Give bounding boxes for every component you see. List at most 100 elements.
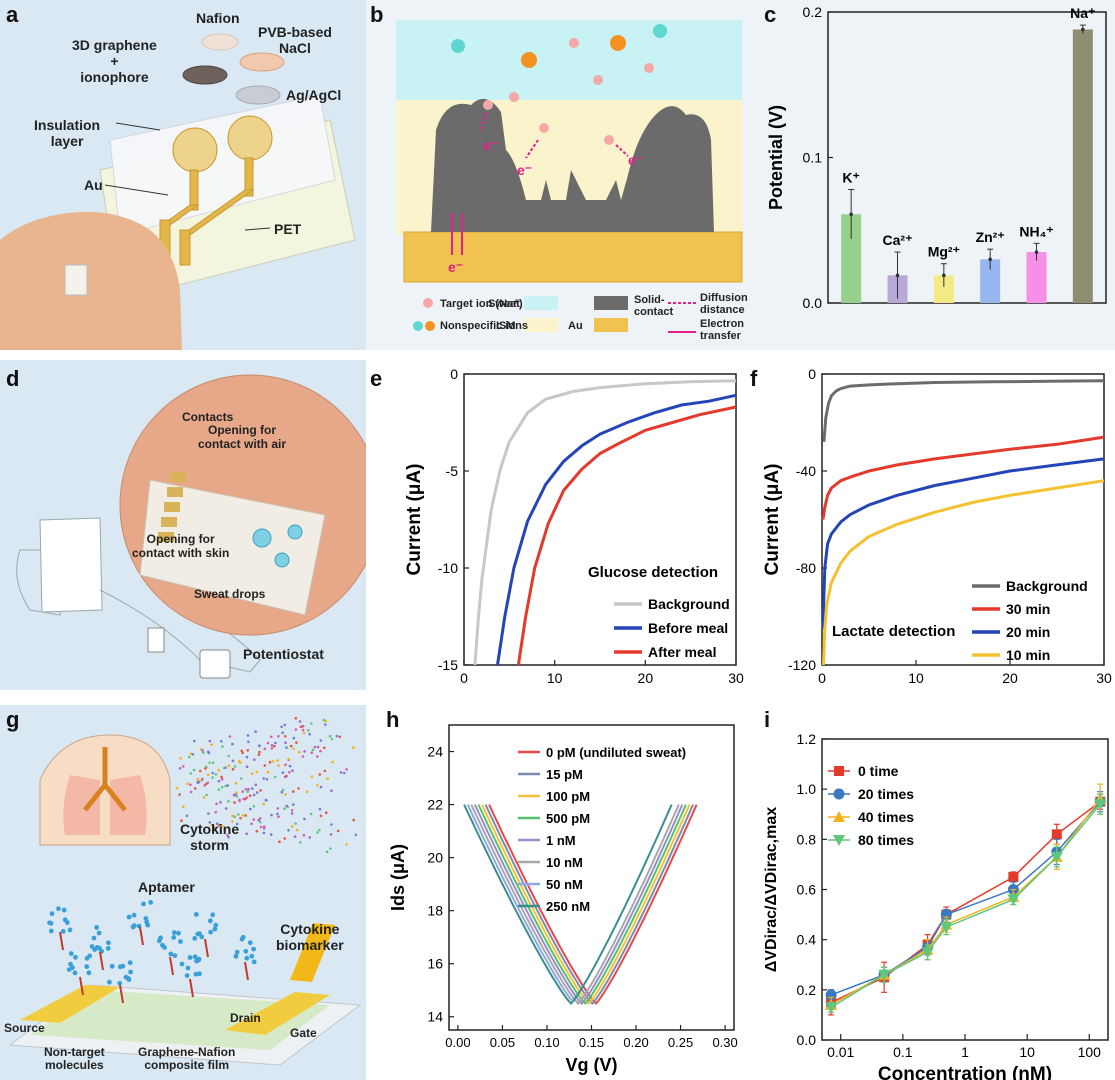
y-tick-label: 16 bbox=[427, 956, 443, 972]
panel-i: i 0.0 0.2 0.4 0.6 0.8 1.0 1.2 0.01 0.1 1 10 100 0 ti… bbox=[746, 705, 1115, 1080]
cytokine-particle bbox=[245, 765, 249, 768]
cytokine-particle bbox=[233, 815, 236, 818]
cytokine-particle bbox=[234, 781, 238, 785]
label-biomarker-line2: biomarker bbox=[276, 937, 344, 953]
cytokine-particle bbox=[299, 725, 303, 729]
data-point bbox=[849, 212, 853, 217]
patch-on-skin bbox=[64, 264, 88, 296]
label-source: Source bbox=[4, 1021, 45, 1035]
cytokine-particle bbox=[305, 790, 309, 794]
cytokine-particle bbox=[285, 774, 288, 778]
cytokine-particle bbox=[319, 814, 323, 818]
cytokine-particle bbox=[253, 758, 256, 761]
transfer-curve bbox=[470, 804, 680, 1005]
cytokine-particle bbox=[206, 781, 210, 785]
y-tick-label: 0.0 bbox=[803, 295, 823, 311]
aptamer-strand bbox=[162, 945, 167, 950]
legend-label: 50 nM bbox=[546, 877, 583, 892]
cytokine-particle bbox=[292, 790, 295, 793]
cytokine-particle bbox=[263, 747, 267, 751]
cytokine-particle bbox=[281, 771, 285, 774]
x-tick-label: 30 bbox=[1096, 670, 1112, 686]
cytokine-particle bbox=[251, 787, 254, 790]
label-nontarget-line2: molecules bbox=[44, 1058, 104, 1072]
cytokine-particle bbox=[295, 828, 299, 832]
cytokine-particle bbox=[212, 826, 216, 829]
cytokine-particle bbox=[329, 847, 332, 850]
y-tick-label: 22 bbox=[427, 797, 443, 813]
aptamer-strand bbox=[185, 965, 191, 971]
chart-annotation: Glucose detection bbox=[588, 564, 718, 581]
marker bbox=[1051, 829, 1062, 840]
cytokine-particle bbox=[277, 815, 280, 818]
label-cytokine-biomarker: Cytokine biomarker bbox=[276, 921, 344, 953]
y-tick-label: 0.1 bbox=[803, 150, 823, 166]
label-agagcl: Ag/AgCl bbox=[286, 87, 342, 103]
y-tick-label: 24 bbox=[427, 744, 443, 760]
x-tick-label: 0.00 bbox=[445, 1035, 470, 1050]
cytokine-particle bbox=[276, 807, 280, 810]
series-line bbox=[821, 457, 1105, 629]
cytokine-particle bbox=[319, 749, 322, 753]
label-aptamer: Aptamer bbox=[138, 879, 195, 895]
cytokine-particle bbox=[191, 753, 195, 756]
label-pvb-line2: NaCl bbox=[279, 40, 311, 56]
aptamer-strand bbox=[94, 925, 100, 930]
aptamer-strand bbox=[179, 961, 185, 967]
cytokine-particle bbox=[258, 744, 261, 747]
aptamer-strand bbox=[192, 936, 198, 941]
transfer-curve bbox=[488, 804, 698, 1005]
legend-sweat: Sweat bbox=[488, 298, 520, 310]
chart-c: 0.0 0.1 0.2 K⁺ Ca²⁺ Mg²⁺ Zn²⁺ NH₄⁺ Na⁺ Potential … bbox=[766, 4, 1107, 311]
aptamer-strand bbox=[171, 935, 177, 940]
x-tick-label: 0.15 bbox=[579, 1035, 604, 1050]
device-chip bbox=[139, 479, 326, 616]
label-nontarget-line1: Non-target bbox=[44, 1045, 105, 1059]
cytokine-particle bbox=[245, 796, 249, 799]
cytokine-particle bbox=[342, 771, 346, 775]
sweat-drops bbox=[252, 524, 303, 568]
x-tick-label: 0.05 bbox=[490, 1035, 515, 1050]
aptamer-strand bbox=[92, 947, 98, 952]
cytokine-particle bbox=[345, 768, 349, 771]
aptamer-strand bbox=[61, 907, 67, 913]
cytokine-particle bbox=[201, 777, 204, 781]
gate-electrode bbox=[290, 923, 335, 982]
aptamer-strand bbox=[240, 934, 246, 940]
cytokine-particle bbox=[330, 737, 334, 741]
x-tick-label: 10 bbox=[908, 670, 924, 686]
legend-solid-contact: Solid-contact bbox=[634, 294, 673, 318]
cytokine-particle bbox=[245, 832, 248, 835]
aptamer-strand bbox=[107, 979, 112, 985]
cytokine-particle bbox=[274, 741, 277, 745]
cytokine-particle bbox=[264, 798, 268, 802]
cytokine-particle bbox=[240, 777, 243, 780]
aptamer-strand bbox=[178, 939, 183, 944]
data-point bbox=[895, 273, 900, 278]
potentiostat-box bbox=[199, 649, 231, 679]
transfer-curve bbox=[463, 804, 673, 1005]
label-potentiostat: Potentiostat bbox=[243, 646, 324, 662]
marker bbox=[833, 811, 845, 822]
aptamer-strand bbox=[48, 928, 54, 934]
cytokine-particle bbox=[308, 836, 312, 839]
cytokine-particle bbox=[252, 818, 256, 821]
aptamer-linker bbox=[189, 978, 194, 998]
cytokine-particle bbox=[231, 820, 234, 823]
cytokine-particle bbox=[295, 741, 298, 744]
cytokine-particle bbox=[291, 769, 294, 772]
aptamer-strand bbox=[62, 917, 68, 923]
cytokine-particle bbox=[262, 802, 266, 806]
label-graphene-line2: + bbox=[110, 53, 119, 69]
cytokine-particle bbox=[283, 837, 287, 840]
aptamers bbox=[47, 900, 257, 1004]
label-pvb-line1: PVB-based bbox=[258, 24, 332, 40]
human-back bbox=[0, 211, 182, 350]
cytokine-particle bbox=[309, 812, 313, 816]
cytokine-particle bbox=[336, 829, 340, 833]
cytokine-particle bbox=[201, 749, 204, 752]
cytokine-particle bbox=[238, 759, 241, 763]
cytokine-particle bbox=[318, 828, 321, 832]
label-gate: Gate bbox=[290, 1026, 317, 1040]
legend-ism: ISM bbox=[496, 320, 516, 332]
